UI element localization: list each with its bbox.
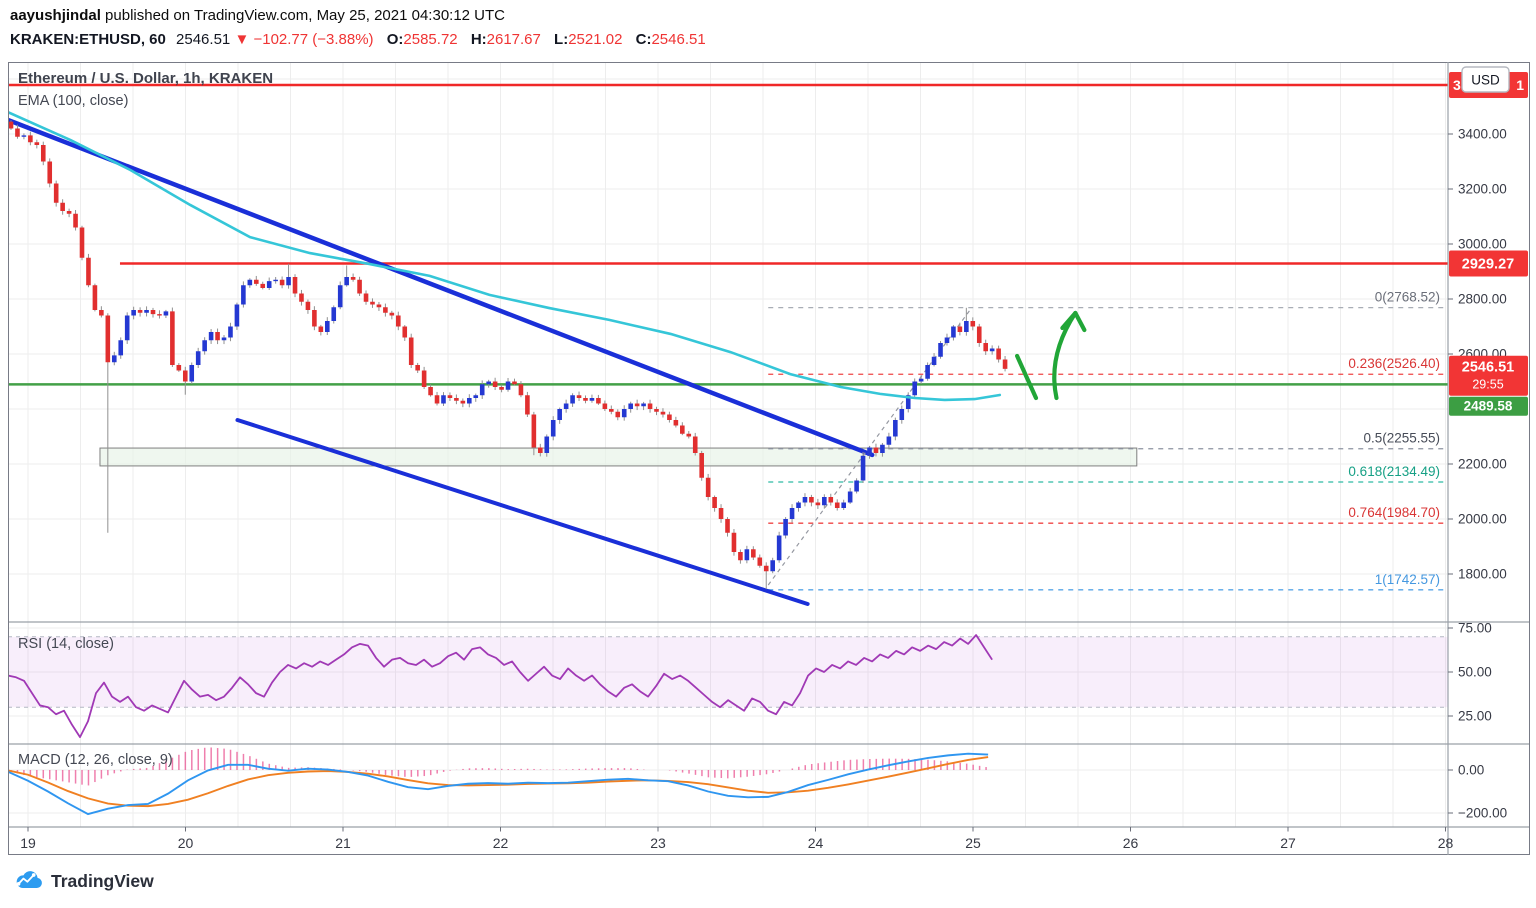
time-tick-label: 21 [335, 835, 351, 851]
close-value: 2546.51 [651, 31, 706, 48]
macd-pane [7, 747, 989, 816]
fib-level-label: 0(2768.52) [1375, 290, 1440, 305]
fib-level-label: 1(1742.57) [1375, 572, 1440, 587]
time-tick-label: 19 [20, 835, 36, 851]
price-tick-label: 3200.00 [1458, 182, 1507, 197]
annotation-arrows [1014, 310, 1087, 401]
price-tick-label: 2800.00 [1458, 292, 1507, 307]
horizontal-lines [8, 83, 1448, 386]
ema-indicator-label: EMA (100, close) [18, 93, 129, 109]
price-tick-label: 0.00 [1458, 763, 1484, 778]
chart-area[interactable]: 0(2768.52) 0.236(2526.40) 0.5(2255.55) 0.61… [5, 62, 1532, 857]
low-value: 2521.02 [568, 31, 623, 48]
published-info: published on TradingView.com, May 25, 20… [100, 7, 506, 24]
price-tick-label: 3000.00 [1458, 237, 1507, 252]
open-value: 2585.72 [403, 31, 458, 48]
high-value: 2617.67 [486, 31, 541, 48]
last-price: 2546.51 [176, 31, 231, 48]
tradingview-cloud-icon [16, 871, 42, 889]
header-byline: aayushjindal published on TradingView.co… [10, 7, 505, 24]
macd-line [7, 752, 989, 816]
price-tick-label: 75.00 [1458, 621, 1492, 636]
high-label: H: [470, 31, 487, 48]
down-arrow-icon: ▼ [234, 31, 250, 48]
price-tick-label: 3400.00 [1458, 127, 1507, 142]
ema-100-line [6, 110, 1002, 402]
fib-retracement: 0(2768.52) 0.236(2526.40) 0.5(2255.55) 0.61… [768, 290, 1448, 591]
currency-chip-label: USD [1471, 73, 1500, 88]
price-tick-label: 50.00 [1458, 665, 1492, 680]
price-tick-label: −200.00 [1458, 806, 1507, 821]
chart-title: Ethereum / U.S. Dollar, 1h, KRAKEN [18, 70, 274, 87]
tradingview-logo[interactable]: TradingView [10, 869, 154, 893]
descending-trendline-lower [235, 418, 810, 606]
time-tick-label: 28 [1438, 835, 1454, 851]
chart-canvas[interactable]: 0(2768.52) 0.236(2526.40) 0.5(2255.55) 0.61… [5, 62, 1532, 857]
rsi-pane [7, 634, 1448, 739]
axis-badge-label: 2489.58 [1464, 399, 1513, 414]
axis-badge-label: 2546.51 [1462, 360, 1514, 376]
low-label: L: [554, 31, 569, 48]
time-tick-label: 22 [493, 835, 509, 851]
time-tick-label: 25 [965, 835, 981, 851]
currency-chip [1461, 66, 1510, 93]
author-name: aayushjindal [10, 7, 101, 24]
time-tick-label: 27 [1280, 835, 1296, 851]
open-label: O: [386, 31, 404, 48]
fib-level-label: 0.764(1984.70) [1348, 505, 1440, 520]
descending-trendline-upper [5, 117, 875, 458]
grid-lines [8, 62, 1448, 827]
time-tick-label: 23 [650, 835, 666, 851]
rsi-line [7, 634, 993, 739]
axis-badge-label: 1 [1516, 77, 1524, 93]
rsi-indicator-label: RSI (14, close) [18, 636, 114, 652]
price-tick-label: 2200.00 [1458, 457, 1507, 472]
axis-badge-label: 2929.27 [1462, 256, 1514, 272]
fib-level-label: 0.5(2255.55) [1363, 431, 1440, 446]
header-quote-line: KRAKEN:ETHUSD, 60 2546.51 ▼ −102.77 (−3.… [10, 31, 706, 48]
symbol-text: KRAKEN:ETHUSD, 60 [10, 31, 166, 48]
time-tick-label: 24 [808, 835, 824, 851]
price-tick-label: 2000.00 [1458, 512, 1507, 527]
time-axis[interactable]: 19 20 21 22 23 24 25 26 27 28 [20, 827, 1453, 851]
price-tick-label: 1800.00 [1458, 567, 1507, 582]
tradingview-logo-text: TradingView [51, 870, 154, 891]
fib-level-label: 0.618(2134.49) [1348, 464, 1440, 479]
axis-badge-label: 29:55 [1472, 378, 1503, 392]
fib-level-label: 0.236(2526.40) [1348, 356, 1440, 371]
support-zone [99, 447, 1138, 467]
trendlines [5, 117, 972, 606]
macd-signal-line [7, 756, 989, 808]
axis-badge-label: 3 [1453, 77, 1461, 93]
price-change: −102.77 (−3.88%) [253, 31, 374, 48]
price-axis[interactable]: 3400.003200.003000.002800.002600.002200.… [1448, 66, 1528, 821]
time-tick-label: 20 [178, 835, 194, 851]
candlestick-series [8, 120, 1008, 590]
price-tick-label: 25.00 [1458, 709, 1492, 724]
macd-indicator-label: MACD (12, 26, close, 9) [18, 752, 173, 768]
pane-frame [8, 62, 1530, 855]
close-label: C: [635, 31, 652, 48]
time-tick-label: 26 [1123, 835, 1139, 851]
